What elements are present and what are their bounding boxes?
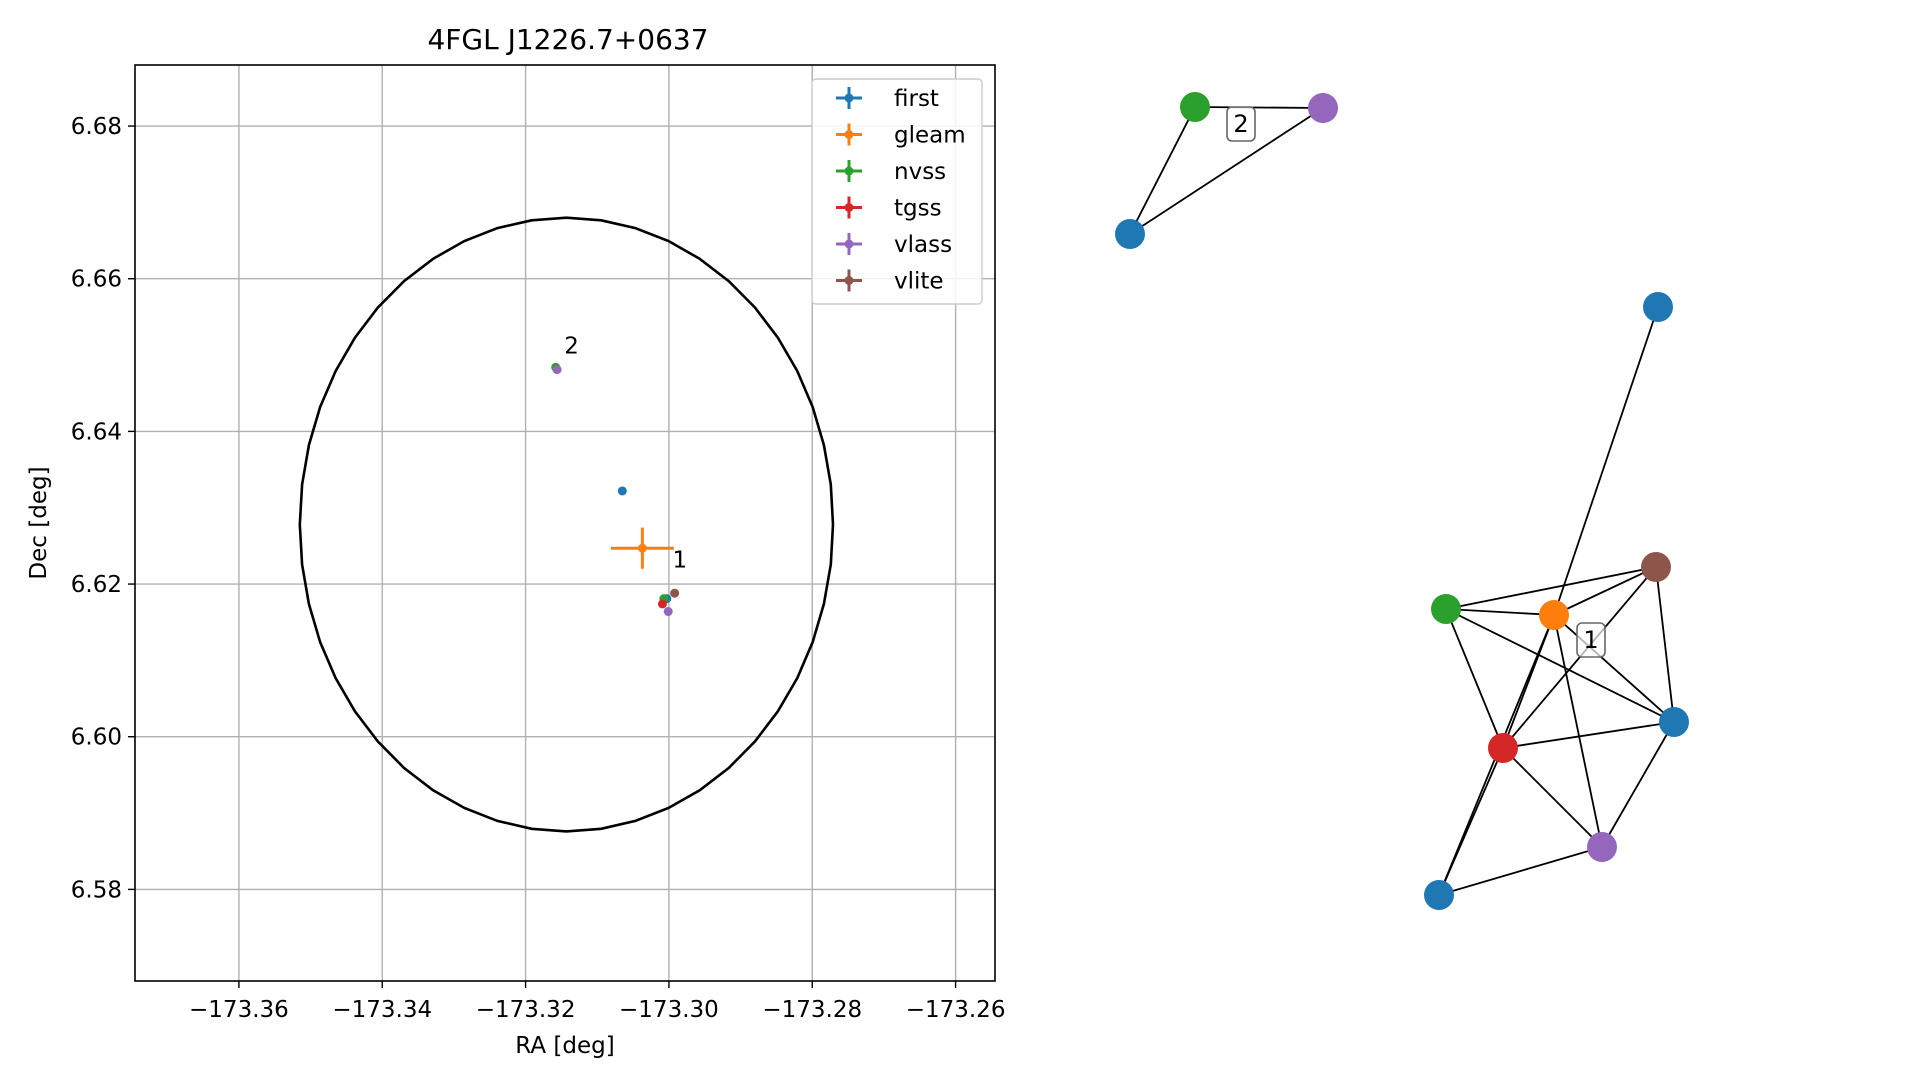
group-label-2: 2 bbox=[1226, 106, 1256, 142]
graph-edge bbox=[1129, 107, 1324, 235]
graph-node-first bbox=[1643, 292, 1673, 322]
x-tick-label: −173.28 bbox=[762, 997, 862, 1023]
x-tick-label: −173.36 bbox=[189, 997, 289, 1023]
y-tick-label: 6.58 bbox=[71, 877, 122, 903]
legend-label: vlite bbox=[894, 269, 944, 295]
graph-node-nvss bbox=[1431, 594, 1461, 624]
y-tick-label: 6.68 bbox=[71, 114, 122, 140]
graph-node-vlass bbox=[1308, 93, 1338, 123]
group-label-1: 1 bbox=[1576, 622, 1606, 658]
legend-label: first bbox=[894, 86, 939, 112]
legend-label: gleam bbox=[894, 123, 966, 149]
graph-edges bbox=[1129, 106, 1675, 896]
graph-node-vlass bbox=[1587, 832, 1617, 862]
group-label-text: 2 bbox=[1233, 110, 1248, 138]
vlass-marker bbox=[663, 607, 673, 617]
legend-item-tgss: tgss bbox=[836, 196, 942, 222]
vlite-point bbox=[670, 588, 680, 598]
vlass-point bbox=[663, 607, 673, 617]
graph-node-gleam bbox=[1539, 600, 1569, 630]
y-tick-label: 6.60 bbox=[71, 725, 122, 751]
first-marker bbox=[617, 486, 627, 496]
plot-frame bbox=[134, 64, 996, 982]
graph-edge bbox=[1502, 747, 1603, 848]
graph-edge bbox=[1553, 566, 1657, 616]
scatter-plot-panel: 4FGL J1226.7+0637 21 −173.36 −173.34 −173.… bbox=[26, 23, 1005, 1059]
y-axis-label: Dec [deg] bbox=[26, 466, 52, 579]
legend-marker bbox=[844, 166, 854, 176]
vlass-marker bbox=[552, 365, 562, 375]
vlass-point bbox=[552, 365, 562, 375]
gleam-marker bbox=[637, 543, 647, 553]
legend-marker bbox=[844, 276, 854, 285]
legend-item-gleam: gleam bbox=[836, 123, 966, 149]
x-tick-label: −173.26 bbox=[906, 997, 1006, 1023]
legend-item-nvss: nvss bbox=[836, 159, 946, 185]
legend-label: nvss bbox=[894, 159, 946, 185]
group-label-text: 1 bbox=[1583, 626, 1598, 654]
graph-edge bbox=[1502, 721, 1675, 749]
graph-nodes bbox=[1115, 92, 1689, 910]
data-points bbox=[551, 362, 680, 617]
legend-item-first: first bbox=[836, 86, 939, 112]
graph-edge bbox=[1655, 566, 1675, 723]
axis-ticks: −173.36 −173.34 −173.32 −173.30 −173.28 −173.… bbox=[71, 114, 1006, 1023]
uncertainty-ellipse bbox=[298, 216, 835, 833]
graph-edge bbox=[1553, 306, 1659, 616]
tgss-point bbox=[657, 599, 667, 609]
legend-marker bbox=[844, 203, 854, 212]
graph-edge bbox=[1445, 608, 1675, 723]
graph-node-nvss bbox=[1180, 92, 1210, 122]
graph-edge bbox=[1445, 608, 1555, 616]
group-labels: 21 bbox=[1226, 106, 1606, 658]
first-point bbox=[617, 486, 627, 496]
graph-edge bbox=[1553, 614, 1675, 723]
graph-edge bbox=[1438, 747, 1504, 896]
ellipse-outline bbox=[298, 216, 835, 833]
legend: first gleam nvss tgss vlass vlite bbox=[811, 78, 983, 305]
y-tick-label: 6.66 bbox=[71, 267, 122, 293]
tgss-marker bbox=[657, 599, 667, 609]
point-annotations: 21 bbox=[564, 334, 687, 574]
legend-label: tgss bbox=[894, 196, 942, 222]
x-tick-label: −173.32 bbox=[476, 997, 576, 1023]
group-label-box bbox=[1226, 106, 1256, 142]
graph-node-first bbox=[1659, 707, 1689, 737]
y-tick-label: 6.64 bbox=[71, 419, 122, 445]
graph-node-vlite bbox=[1641, 552, 1671, 582]
legend-item-vlite: vlite bbox=[836, 269, 944, 295]
x-tick-label: −173.30 bbox=[619, 997, 719, 1023]
graph-edge bbox=[1194, 106, 1324, 109]
annotation-label: 1 bbox=[673, 547, 688, 573]
graph-edge bbox=[1445, 608, 1504, 749]
legend-item-vlass: vlass bbox=[836, 232, 952, 258]
graph-edge bbox=[1553, 614, 1603, 848]
graph-edge bbox=[1445, 566, 1657, 610]
graph-edge bbox=[1438, 846, 1603, 896]
graph-edge bbox=[1601, 721, 1675, 848]
legend-marker bbox=[844, 93, 854, 103]
gleam-point bbox=[610, 527, 674, 569]
graph-edge bbox=[1129, 106, 1196, 235]
network-graph-panel: 21 bbox=[1115, 92, 1689, 910]
x-tick-label: −173.34 bbox=[332, 997, 432, 1023]
legend-marker bbox=[844, 130, 854, 139]
legend-label: vlass bbox=[894, 232, 952, 258]
group-label-box bbox=[1576, 622, 1606, 658]
y-tick-label: 6.62 bbox=[71, 572, 122, 598]
vlite-marker bbox=[670, 588, 680, 598]
graph-edge bbox=[1502, 566, 1657, 749]
annotation-label: 2 bbox=[564, 334, 579, 360]
chart-title: 4FGL J1226.7+0637 bbox=[427, 23, 708, 56]
graph-node-first bbox=[1115, 219, 1145, 249]
graph-node-first bbox=[1424, 880, 1454, 910]
graph-node-tgss bbox=[1488, 733, 1518, 763]
x-axis-label: RA [deg] bbox=[515, 1033, 614, 1059]
legend-marker bbox=[844, 239, 854, 249]
